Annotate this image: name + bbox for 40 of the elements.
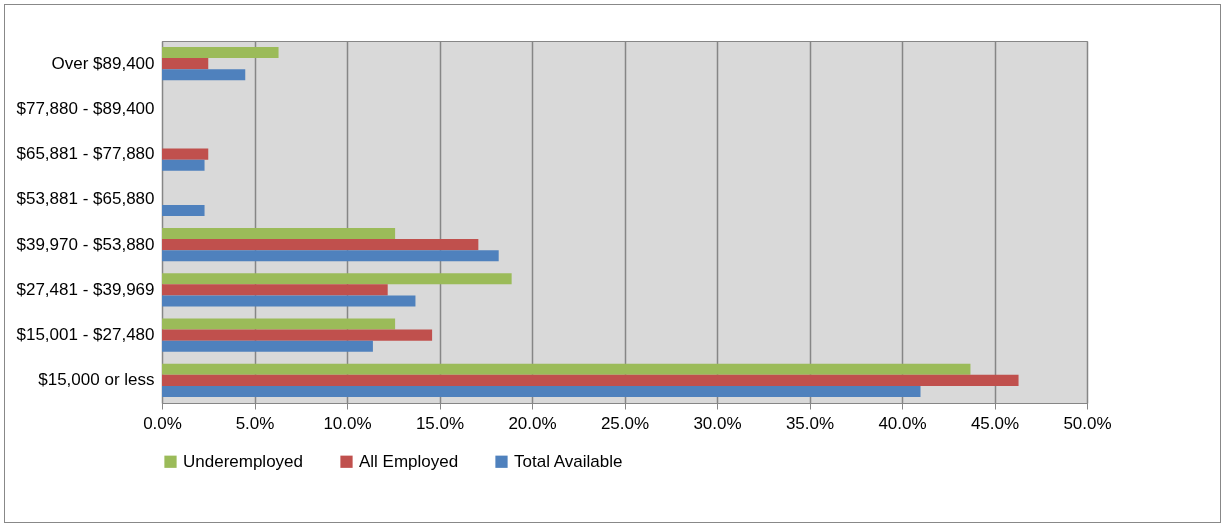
bar — [162, 239, 479, 251]
x-tick-label: 0.0% — [143, 413, 182, 433]
y-tick-label: $77,880 - $89,400 — [16, 98, 155, 118]
bar — [162, 295, 416, 307]
y-tick-label: Over $89,400 — [51, 53, 155, 73]
bar — [162, 284, 388, 296]
bar — [162, 318, 396, 330]
x-tick-label: 45.0% — [970, 413, 1020, 433]
bar — [162, 204, 205, 216]
x-tick-label: 30.0% — [693, 413, 742, 433]
y-tick-label: $39,970 - $53,880 — [16, 234, 155, 254]
x-tick-label: 20.0% — [508, 413, 557, 433]
y-tick-label: $15,000 or less — [38, 370, 155, 390]
x-tick-label: 50.0% — [1063, 413, 1112, 433]
bar — [162, 340, 373, 352]
bar — [162, 148, 209, 160]
legend-label: All Employed — [359, 451, 459, 471]
y-tick-label: $27,481 - $39,969 — [16, 279, 155, 299]
bar — [162, 47, 279, 59]
x-tick-label: 5.0% — [235, 413, 275, 433]
bar — [162, 363, 971, 375]
legend-label: Total Available — [514, 451, 623, 471]
y-tick-label: $53,881 - $65,880 — [16, 189, 155, 209]
bar — [162, 159, 205, 171]
x-tick-label: 40.0% — [878, 413, 927, 433]
bar — [162, 58, 209, 70]
bar — [162, 250, 499, 262]
bar — [162, 69, 246, 81]
bar — [162, 273, 512, 285]
bar — [162, 228, 396, 240]
bar — [162, 385, 921, 397]
bar — [162, 329, 433, 341]
x-tick-label: 15.0% — [415, 413, 465, 433]
legend-label: Underemployed — [183, 451, 304, 471]
y-tick-label: $15,001 - $27,480 — [16, 325, 155, 345]
y-tick-label: $65,881 - $77,880 — [16, 144, 155, 164]
x-tick-label: 10.0% — [323, 413, 372, 433]
bar — [162, 374, 1019, 386]
x-tick-label: 25.0% — [600, 413, 650, 433]
x-tick-label: 35.0% — [785, 413, 835, 433]
